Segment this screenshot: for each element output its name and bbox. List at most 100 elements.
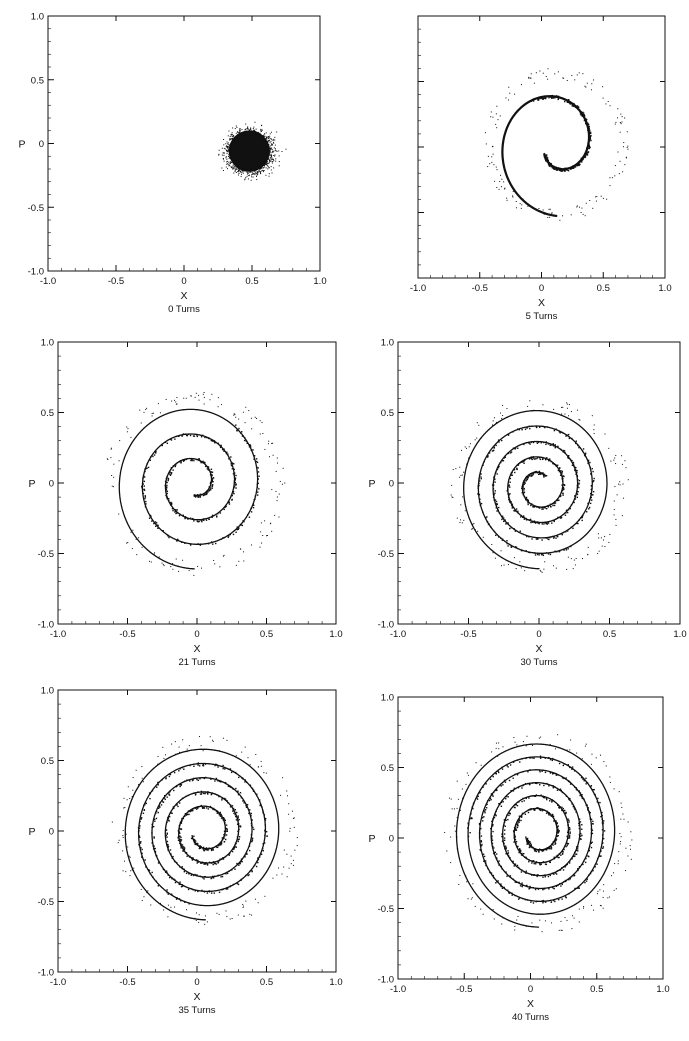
halo-particle [492,153,494,155]
particle [540,794,542,796]
halo-particle [600,537,602,539]
particle [543,473,546,476]
particle [526,885,528,888]
halo-particle [244,746,246,748]
particle [197,493,199,496]
particle [207,491,209,493]
halo-particle [153,553,155,555]
particle [556,804,559,806]
particle [578,824,580,827]
x-tick-label: -0.5 [119,629,135,640]
particle [530,901,532,903]
particle [580,160,582,162]
particle [577,491,579,493]
halo-particle [626,131,628,133]
particle [183,459,186,462]
halo-particle [596,195,598,197]
particle [177,837,179,839]
particle [180,836,182,839]
halo-particle [615,463,617,465]
particle [486,521,488,523]
particle [238,129,240,131]
particle [494,490,496,492]
particle [521,758,523,760]
particle [555,518,557,520]
particle [541,96,543,99]
particle [180,840,182,842]
particle [177,836,180,838]
particle [508,812,510,814]
particle [194,843,196,846]
y-tick-label: -0.5 [38,897,54,908]
particle [240,133,242,135]
halo-particle [124,806,126,808]
particle [590,135,592,137]
particle [257,861,259,864]
particle [224,148,226,150]
halo-particle [566,407,568,409]
particle [193,840,195,842]
particle [229,139,231,141]
halo-particle [142,781,144,783]
halo-particle [602,890,604,892]
particle [234,139,236,141]
particle [185,872,188,875]
particle [558,807,561,809]
particle [246,804,249,806]
particle [245,128,247,130]
particle [237,817,239,819]
particle [233,846,235,849]
particle [602,837,605,840]
particle [265,132,267,134]
particle [501,538,504,540]
particle [548,458,551,461]
halo-particle [186,751,188,753]
particle [212,863,214,866]
halo-particle [271,530,273,532]
particle [227,801,229,804]
particle [574,495,576,498]
particle [568,837,571,839]
particle [582,514,584,517]
particle [252,134,254,136]
particle [170,438,172,440]
particle [576,492,578,495]
halo-particle [491,543,493,545]
particle [266,151,268,153]
particle [237,883,240,886]
particle [530,808,532,810]
particle-distribution [111,736,298,925]
particle [273,147,275,149]
particle [198,458,200,460]
halo-particle [282,777,284,779]
halo-particle [467,774,469,776]
halo-particle [590,763,592,765]
particle [506,875,508,877]
particle [485,804,487,806]
particle [532,846,534,849]
particle [588,126,590,128]
particle [585,151,588,153]
particle [252,826,254,829]
particle [196,806,198,808]
particle [581,834,583,837]
particle [203,807,205,809]
particle [267,139,269,141]
halo-particle [545,76,547,78]
particle [554,97,556,99]
particle [534,888,537,891]
particle [167,816,170,818]
particle [588,506,591,509]
particle [511,894,513,896]
halo-particle [471,528,473,530]
halo-particle [602,907,604,909]
particle [531,538,533,540]
particle [251,172,253,174]
particle [586,878,588,880]
halo-particle [165,398,167,400]
particle [536,782,538,785]
particle [238,164,240,166]
particle [158,807,160,809]
halo-particle [451,484,453,486]
particle [203,518,205,520]
